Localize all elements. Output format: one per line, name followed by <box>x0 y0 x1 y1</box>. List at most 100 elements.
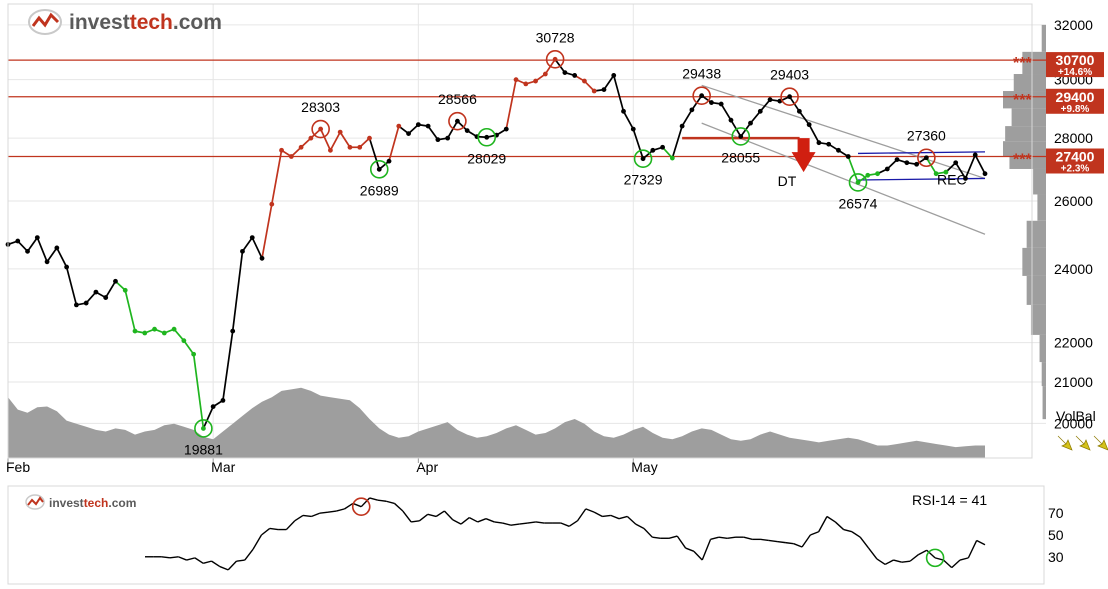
bottom-point-circle <box>848 173 868 192</box>
rsi-segment <box>302 514 312 518</box>
top-point-circle <box>917 148 936 168</box>
rsi-segment <box>227 560 237 571</box>
rsi-segment <box>252 534 263 550</box>
price-point <box>396 123 402 129</box>
volume-profile-bar <box>1026 275 1046 305</box>
x-tick-label: Feb <box>6 459 30 475</box>
price-segment <box>173 328 185 342</box>
price-point <box>161 330 167 336</box>
rsi-segment <box>211 560 221 568</box>
rsi-axis-ticks: 30 50 70 <box>1048 505 1064 565</box>
rsi-segment <box>236 559 245 562</box>
price-point <box>836 147 841 153</box>
price-point <box>64 264 70 270</box>
y-tick-label: 22000 <box>1054 335 1093 351</box>
price-point <box>748 120 753 126</box>
price-point <box>181 338 187 344</box>
rsi-segment <box>352 502 362 508</box>
volume-profile-bar <box>1013 74 1046 92</box>
level-stars: *** <box>1013 92 1032 109</box>
top-point-circle <box>545 50 565 69</box>
rsi-segment <box>585 508 595 513</box>
price-point <box>738 134 744 139</box>
volume-arrow-icon <box>1093 435 1108 451</box>
price-point <box>73 302 79 308</box>
rsi-segment <box>967 540 978 559</box>
rsi-segment <box>394 502 404 512</box>
price-point <box>562 70 568 76</box>
price-point <box>44 259 50 265</box>
price-segment <box>388 125 400 162</box>
level-tag-box <box>1046 148 1104 174</box>
rsi-segment <box>203 560 212 564</box>
price-segment <box>632 128 644 159</box>
price-point <box>34 235 40 241</box>
rsi-segment <box>976 539 986 546</box>
price-point <box>533 78 538 84</box>
rsi-segment <box>602 514 611 518</box>
price-point <box>240 248 245 254</box>
price-segment <box>329 131 341 151</box>
price-point <box>425 123 431 129</box>
rsi-segment <box>510 523 520 526</box>
rectangle-pattern: REC <box>857 151 986 187</box>
price-point <box>630 126 636 132</box>
rsi-segment <box>369 497 379 501</box>
price-point <box>884 166 890 172</box>
price-point <box>660 144 665 150</box>
rsi-segment <box>959 557 969 561</box>
rsi-segment <box>942 559 953 569</box>
price-point <box>845 154 851 159</box>
price-point <box>523 81 529 87</box>
rsi-segment <box>643 527 653 538</box>
price-point <box>103 295 109 300</box>
logo-text-suffix: .com <box>173 11 222 34</box>
rsi-segment <box>419 513 429 522</box>
price-segment <box>964 154 977 179</box>
rsi-segment <box>435 510 445 518</box>
volume-profile-bar <box>1037 194 1046 221</box>
price-segment <box>681 109 693 127</box>
rsi-segment <box>868 547 878 560</box>
price-point <box>953 160 959 166</box>
rsi-segment <box>327 510 337 513</box>
rsi-segment <box>194 557 204 564</box>
rsi-segment <box>701 539 712 561</box>
bottom-point-circle <box>477 127 497 147</box>
top-point-circle <box>780 87 799 106</box>
price-panel: REC DT 19881 28303 26989 28566 28029 30728 273… <box>5 3 1108 475</box>
price-segment <box>759 99 771 112</box>
rsi-segment <box>593 511 603 518</box>
month-axis-labels: Feb Mar Apr May <box>6 459 658 475</box>
bottom-point-label: 19881 <box>184 441 223 457</box>
trend-channel-lower <box>701 122 986 235</box>
rsi-segment <box>760 538 769 542</box>
price-segment <box>612 75 625 112</box>
rsi-segment <box>169 556 179 559</box>
volume-arrow-icon <box>1075 435 1091 451</box>
rsi-segment <box>427 513 437 518</box>
rsi-segment <box>693 550 703 561</box>
price-gridlines <box>8 24 1046 424</box>
level-stars: *** <box>1013 152 1032 169</box>
rsi-segment <box>918 549 928 556</box>
rsi-segment <box>485 518 495 523</box>
resistance-support-lines <box>8 59 1046 158</box>
rsi-segment <box>610 514 620 520</box>
price-segment <box>261 204 273 259</box>
volume-profile-bar <box>1041 24 1046 52</box>
x-tick-label: Apr <box>416 459 438 475</box>
rsi-segment <box>402 510 412 523</box>
price-segment <box>183 340 195 355</box>
rsi-segment <box>951 559 961 569</box>
price-point <box>689 107 695 113</box>
y-tick-label: 24000 <box>1054 261 1093 277</box>
price-point <box>220 397 226 403</box>
rsi-segment <box>344 502 354 510</box>
volume-balance-fill <box>8 387 985 458</box>
rsi-segment <box>826 515 836 523</box>
level-tags: *** 30700+14.6% *** 29400+9.8% *** 27400+2.3% <box>1013 52 1104 175</box>
price-segment <box>954 162 967 179</box>
price-segment <box>974 154 986 175</box>
top-point-circle <box>692 86 711 105</box>
